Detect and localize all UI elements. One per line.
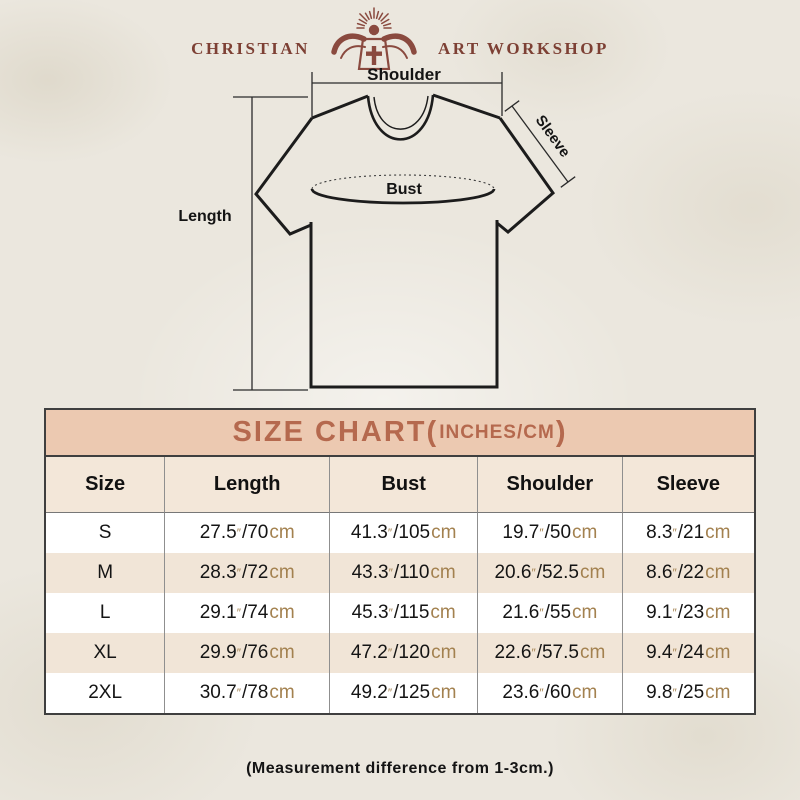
shoulder-dimension-line [311,72,503,118]
bust-measurement-cell: 41.3 ″/105 cm [329,513,478,553]
size-chart-title: SIZE CHART(INCHES/CM) [46,410,754,457]
title-units: INCHES/CM [439,421,555,443]
collar-outer [366,94,435,141]
sleeve-measurement-cell: 9.1 ″/23 cm [621,593,754,633]
bust-line-solid [310,188,496,205]
right-arm [381,33,417,55]
size-chart-table: SIZE CHART(INCHES/CM) Size Length Bust S… [44,408,756,715]
halo-rays [356,7,392,29]
length-measurement-cell: 28.3 ″/72 cm [164,553,330,593]
bust-line-dashed [311,174,495,190]
left-arm [331,33,367,55]
brand-text-left: CHRISTIAN [191,39,310,58]
title-close: ) [555,416,568,448]
bust-label: Bust [386,181,422,198]
bust-measurement-cell: 49.2 ″/125 cm [329,673,478,713]
head [368,24,380,36]
brand-text-right: ART WORKSHOP [437,39,609,58]
length-measurement-cell: 29.9 ″/76 cm [164,633,330,673]
bust-measurement-cell: 43.3 ″/110 cm [329,553,478,593]
length-measurement-cell: 27.5 ″/70 cm [164,513,330,553]
tshirt-measurement-diagram: Shoulder Length Bust Sleeve [178,65,576,391]
size-cell: S [46,513,165,553]
sleeve-measurement-cell: 9.4 ″/24 cm [621,633,754,673]
title-main: SIZE CHART( [232,416,439,448]
length-measurement-cell: 29.1 ″/74 cm [164,593,330,633]
column-header-size: Size [46,457,165,513]
left-sleeve [254,117,314,236]
collar-inner [373,95,429,130]
shoulder-measurement-cell: 23.6 ″/60 cm [477,673,622,713]
column-header-bust: Bust [329,457,478,513]
size-cell: 2XL [46,673,165,713]
size-table-grid: Size Length Bust Shoulder Sleeve S 27.5 ″ /… [46,457,754,713]
right-sleeve [496,117,556,234]
length-label: Length [178,208,231,225]
length-dimension-line [233,96,308,391]
robe [357,37,391,70]
size-cell: M [46,553,165,593]
bust-measurement-cell: 45.3 ″/115 cm [329,593,478,633]
sleeve-dimension-line [504,100,576,188]
length-measurement-cell: 30.7 ″/78 cm [164,673,330,713]
size-cell: XL [46,633,165,673]
footer-note: (Measurement difference from 1-3cm.) [246,760,554,777]
brand-logo: CHRISTIAN ART WORKSHOP [0,6,800,70]
sleeve-measurement-cell: 9.8 ″/25 cm [621,673,754,713]
jesus-sunburst-icon [331,7,417,70]
column-header-shoulder: Shoulder [477,457,622,513]
bust-measurement-cell: 47.2 ″/120 cm [329,633,478,673]
size-cell: L [46,593,165,633]
shoulder-measurement-cell: 21.6 ″/55 cm [477,593,622,633]
shoulder-measurement-cell: 20.6 ″/52.5 cm [477,553,622,593]
shoulder-measurement-cell: 19.7 ″/50 cm [477,513,622,553]
column-header-sleeve: Sleeve [621,457,754,513]
sleeve-measurement-cell: 8.6 ″/22 cm [621,553,754,593]
shoulder-label: Shoulder [367,65,441,84]
shoulder-measurement-cell: 22.6 ″/57.5 cm [477,633,622,673]
tshirt-body-outline [309,220,499,389]
column-header-length: Length [164,457,330,513]
sleeve-measurement-cell: 8.3 ″/21 cm [621,513,754,553]
sleeve-label: Sleeve [532,112,574,160]
